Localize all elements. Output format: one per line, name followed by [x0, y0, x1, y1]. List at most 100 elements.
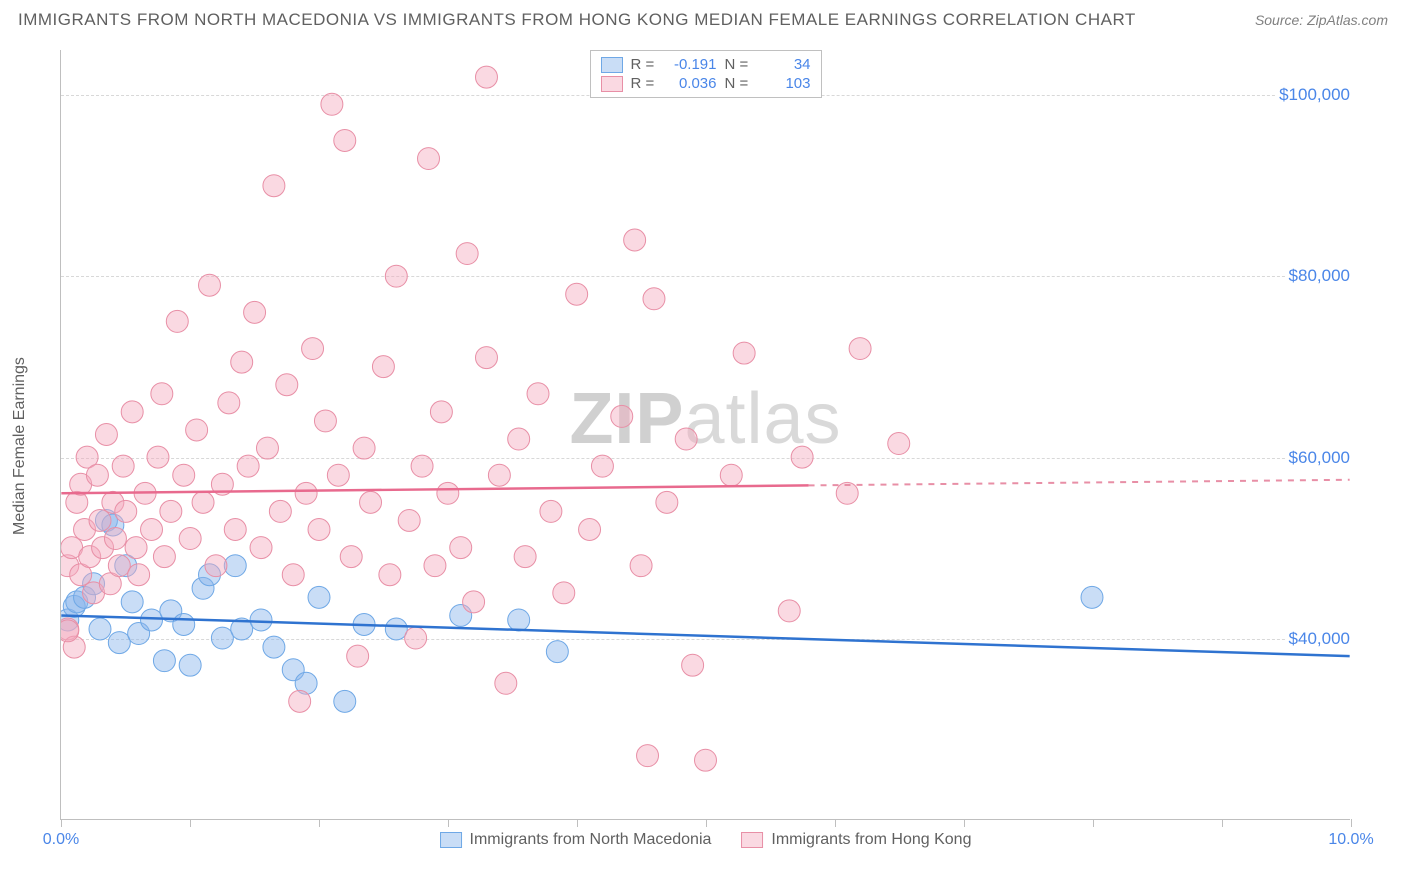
- data-point: [327, 464, 349, 486]
- data-point: [314, 410, 336, 432]
- data-point: [682, 654, 704, 676]
- correlation-legend: R =-0.191N =34R =0.036N =103: [590, 50, 822, 98]
- data-point: [398, 509, 420, 531]
- data-point: [186, 419, 208, 441]
- data-point: [121, 401, 143, 423]
- data-point: [173, 614, 195, 636]
- data-point: [508, 428, 530, 450]
- data-point: [463, 591, 485, 613]
- legend-row: R =-0.191N =34: [601, 55, 811, 74]
- data-point: [450, 537, 472, 559]
- legend-series-label: Immigrants from North Macedonia: [470, 831, 712, 849]
- data-point: [611, 405, 633, 427]
- data-point: [276, 374, 298, 396]
- data-point: [134, 482, 156, 504]
- data-point: [372, 356, 394, 378]
- data-point: [250, 609, 272, 631]
- data-point: [89, 618, 111, 640]
- data-point: [205, 555, 227, 577]
- data-point: [95, 424, 117, 446]
- data-point: [456, 243, 478, 265]
- data-point: [888, 433, 910, 455]
- legend-swatch: [440, 832, 462, 848]
- data-point: [579, 519, 601, 541]
- data-point: [192, 491, 214, 513]
- x-tick: [577, 819, 578, 827]
- data-point: [591, 455, 613, 477]
- data-point: [720, 464, 742, 486]
- data-point: [553, 582, 575, 604]
- data-point: [263, 636, 285, 658]
- data-point: [411, 455, 433, 477]
- data-point: [334, 690, 356, 712]
- data-point: [418, 148, 440, 170]
- x-tick: [61, 819, 62, 827]
- data-point: [385, 618, 407, 640]
- legend-item: Immigrants from Hong Kong: [741, 831, 971, 849]
- data-point: [289, 690, 311, 712]
- legend-row: R =0.036N =103: [601, 74, 811, 93]
- source-label: Source: ZipAtlas.com: [1255, 12, 1388, 28]
- data-point: [153, 546, 175, 568]
- plot-area: $40,000$60,000$80,000$100,000 0.0%10.0% …: [60, 50, 1350, 820]
- data-point: [488, 464, 510, 486]
- data-point: [527, 383, 549, 405]
- data-point: [211, 473, 233, 495]
- x-tick: [1351, 819, 1352, 827]
- x-tick-label: 0.0%: [43, 831, 79, 849]
- data-point: [308, 586, 330, 608]
- data-point: [630, 555, 652, 577]
- data-point: [836, 482, 858, 504]
- legend-n-label: N =: [725, 56, 753, 73]
- data-point: [211, 627, 233, 649]
- legend-r-value: -0.191: [667, 56, 717, 73]
- data-point: [321, 93, 343, 115]
- data-point: [179, 654, 201, 676]
- data-point: [224, 519, 246, 541]
- data-point: [353, 614, 375, 636]
- data-point: [514, 546, 536, 568]
- data-point: [385, 265, 407, 287]
- data-point: [347, 645, 369, 667]
- data-point: [115, 500, 137, 522]
- legend-n-value: 103: [761, 75, 811, 92]
- data-point: [695, 749, 717, 771]
- x-tick: [1222, 819, 1223, 827]
- legend-swatch: [601, 57, 623, 73]
- scatter-points: [61, 50, 1350, 819]
- data-point: [199, 274, 221, 296]
- data-point: [108, 632, 130, 654]
- data-point: [405, 627, 427, 649]
- data-point: [224, 555, 246, 577]
- data-point: [475, 347, 497, 369]
- data-point: [308, 519, 330, 541]
- data-point: [89, 509, 111, 531]
- data-point: [147, 446, 169, 468]
- data-point: [778, 600, 800, 622]
- data-point: [160, 500, 182, 522]
- data-point: [733, 342, 755, 364]
- series-legend: Immigrants from North Macedonia Immigrant…: [432, 831, 980, 849]
- data-point: [424, 555, 446, 577]
- data-point: [340, 546, 362, 568]
- data-point: [104, 528, 126, 550]
- data-point: [656, 491, 678, 513]
- data-point: [475, 66, 497, 88]
- chart-title: IMMIGRANTS FROM NORTH MACEDONIA VS IMMIG…: [18, 10, 1136, 30]
- data-point: [566, 283, 588, 305]
- data-point: [61, 620, 79, 642]
- legend-n-value: 34: [761, 56, 811, 73]
- data-point: [643, 288, 665, 310]
- data-point: [791, 446, 813, 468]
- data-point: [295, 482, 317, 504]
- y-axis-label: Median Female Earnings: [11, 357, 29, 535]
- x-tick: [964, 819, 965, 827]
- data-point: [166, 310, 188, 332]
- data-point: [353, 437, 375, 459]
- x-tick: [835, 819, 836, 827]
- data-point: [141, 609, 163, 631]
- data-point: [546, 641, 568, 663]
- data-point: [141, 519, 163, 541]
- data-point: [218, 392, 240, 414]
- data-point: [269, 500, 291, 522]
